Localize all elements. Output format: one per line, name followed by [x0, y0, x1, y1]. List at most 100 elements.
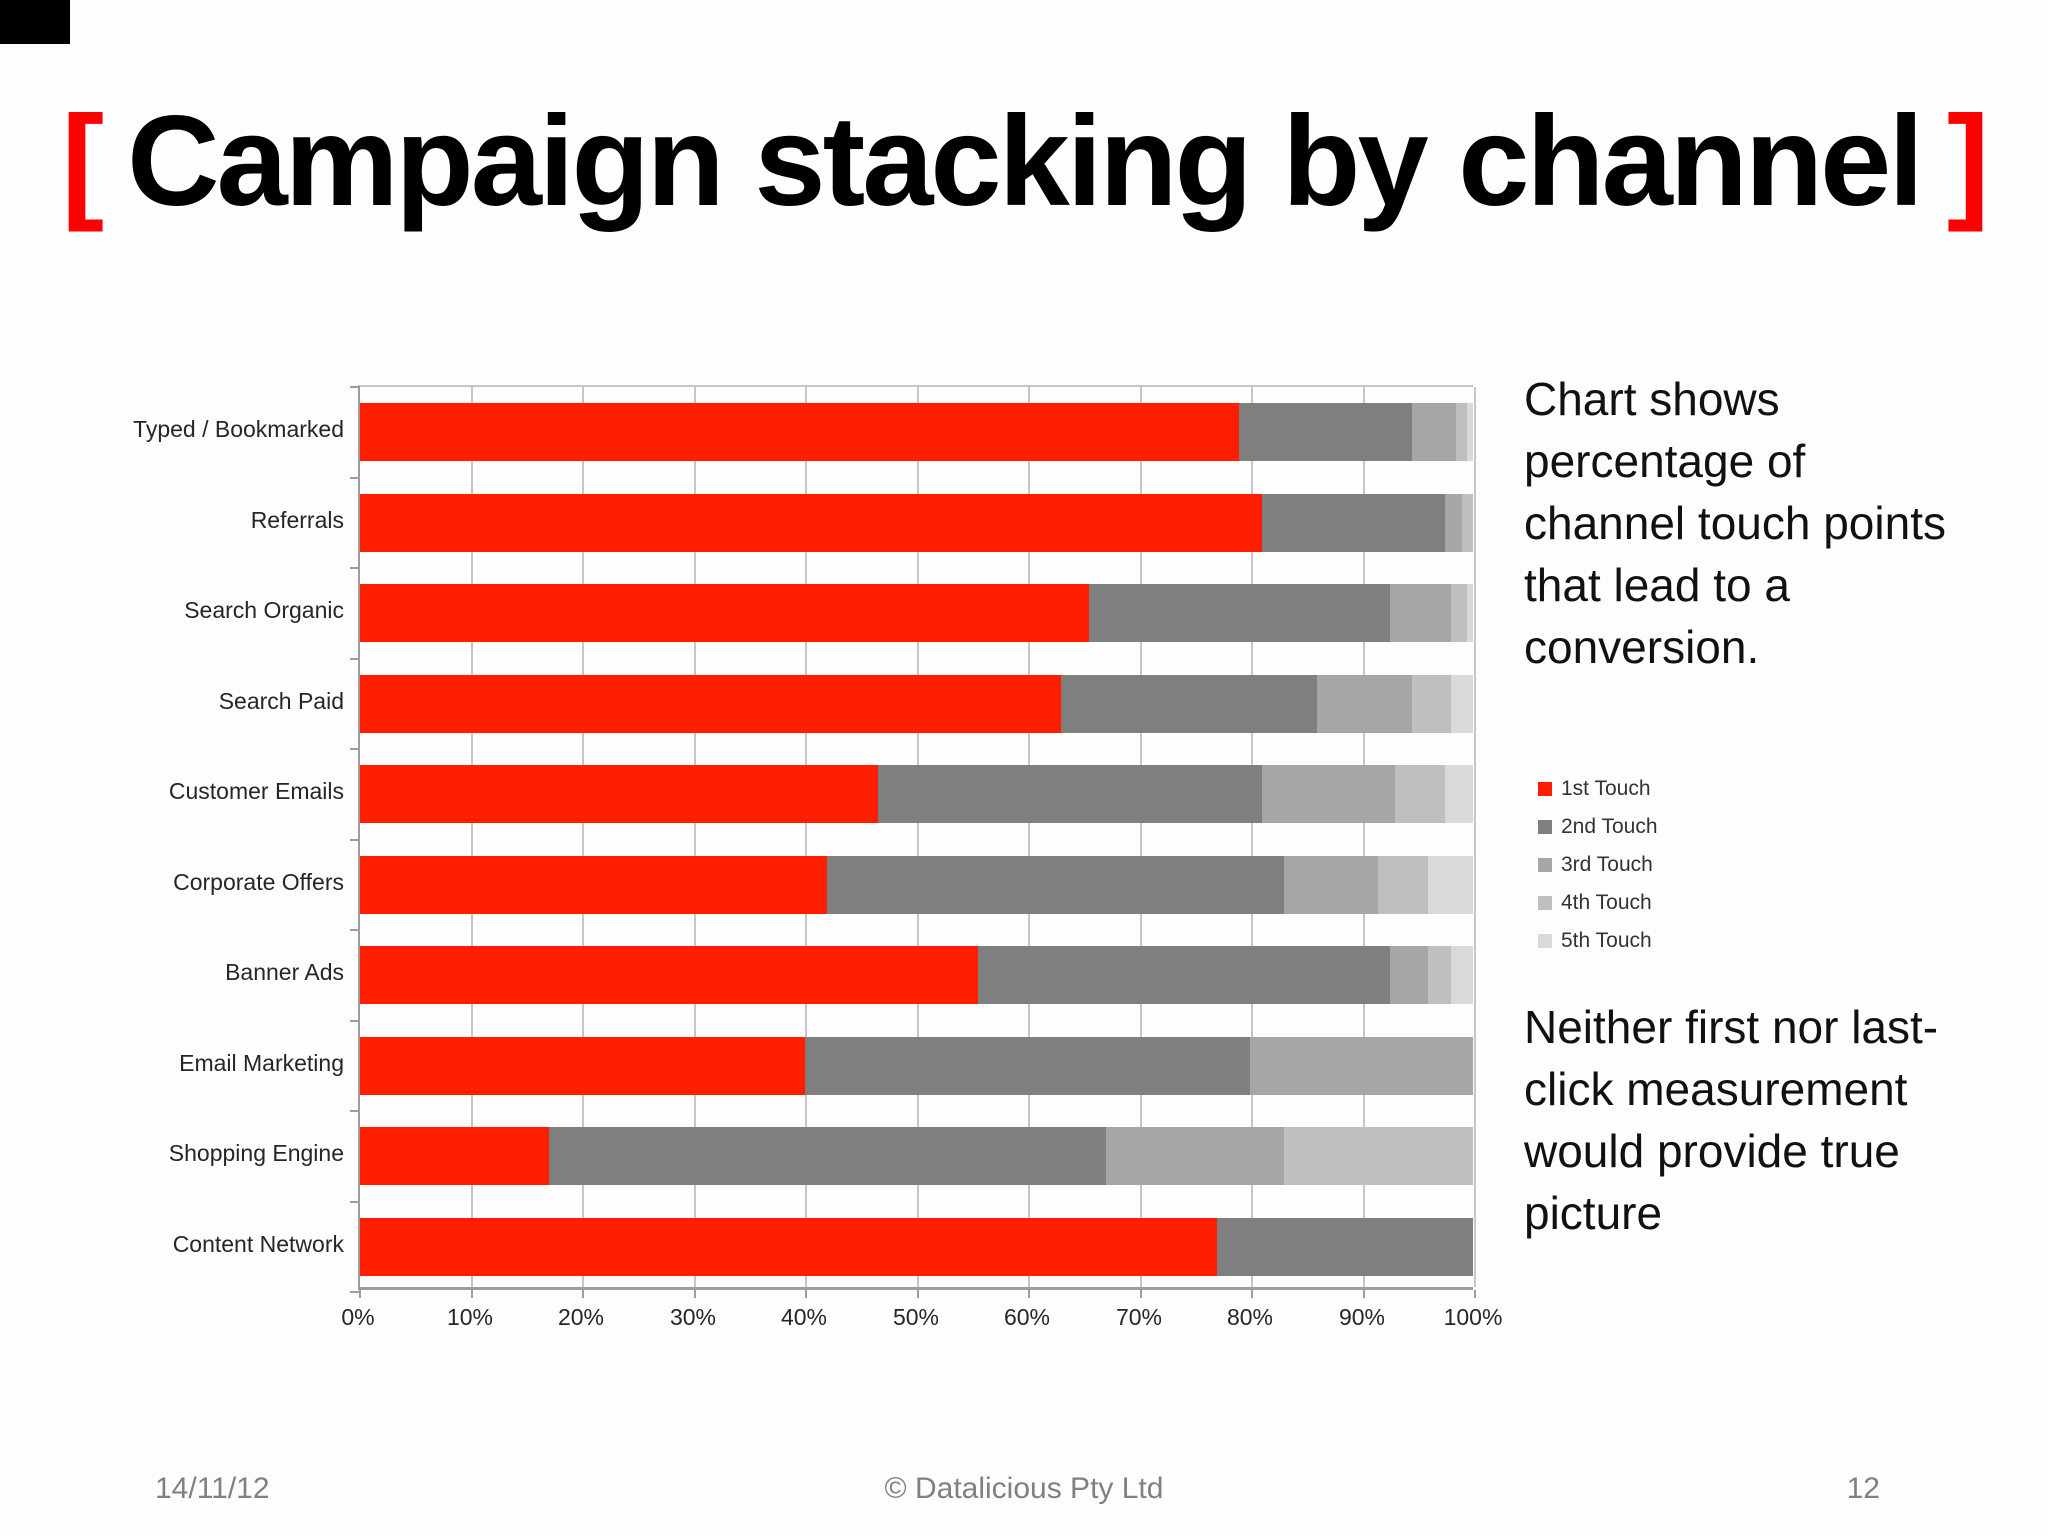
bar-segment-3rd-touch: [1389, 584, 1451, 642]
bar-segment-1st-touch: [360, 1218, 1217, 1276]
top-left-corner-artifact: [0, 0, 70, 44]
footer-date: 14/11/12: [155, 1472, 270, 1505]
percent-tick-label: 90%: [1338, 1304, 1386, 1330]
legend-swatch: [1538, 934, 1552, 948]
bar-segment-5th-touch: [1450, 675, 1473, 733]
bar-segment-4th-touch: [1450, 584, 1468, 642]
x-axis-tick: [693, 1290, 696, 1298]
footer: 14/11/12 © Datalicious Pty Ltd 12: [0, 1472, 2048, 1516]
gridline: [805, 387, 807, 1287]
x-axis-tick: [1474, 1290, 1476, 1298]
bar-segment-1st-touch: [360, 584, 1089, 642]
legend-swatch: [1538, 782, 1552, 796]
percent-tick-label: 10%: [446, 1304, 494, 1330]
y-axis-tick: [350, 1291, 360, 1293]
gridline: [693, 387, 696, 1287]
gridline: [916, 387, 919, 1287]
gridline: [1251, 387, 1253, 1287]
bar-segment-2nd-touch: [1217, 1218, 1473, 1276]
bar-segment-5th-touch: [1450, 946, 1473, 1004]
category-label: Banner Ads: [225, 959, 344, 985]
bar-segment-1st-touch: [360, 1127, 550, 1185]
bar-segment-1st-touch: [360, 765, 878, 823]
bar-segment-4th-touch: [1411, 675, 1451, 733]
bar-row: [360, 494, 1473, 552]
plot-area: [350, 385, 1476, 1298]
bar-segment-3rd-touch: [1250, 1037, 1473, 1095]
title-close-bracket: ]: [1946, 90, 1990, 233]
y-axis-tick: [350, 567, 360, 569]
category-label: Corporate Offers: [173, 869, 344, 895]
gridline: [1028, 387, 1030, 1287]
x-axis-tick: [805, 1290, 807, 1298]
category-label: Search Paid: [218, 688, 344, 714]
bar-segment-5th-touch: [1467, 584, 1473, 642]
bar-row: [360, 1218, 1473, 1276]
percent-tick-label: 20%: [557, 1304, 605, 1330]
x-axis-tick: [359, 1290, 361, 1298]
bar-segment-2nd-touch: [1239, 403, 1412, 461]
legend-label: 1st Touch: [1561, 777, 1651, 800]
bar-segment-1st-touch: [360, 403, 1240, 461]
bar-segment-1st-touch: [360, 946, 978, 1004]
annotation-bottom: Neither first nor last-click measurement…: [1524, 1001, 1939, 1239]
annotation-top: Chart shows percentage of channel touch …: [1524, 373, 1946, 673]
bar-segment-4th-touch: [1461, 494, 1473, 552]
gridline: [470, 387, 473, 1287]
y-axis-tick: [350, 477, 360, 479]
legend-label: 4th Touch: [1561, 891, 1652, 914]
bar-segment-3rd-touch: [1283, 856, 1379, 914]
gridline: [582, 387, 584, 1287]
bar-segment-3rd-touch: [1317, 675, 1412, 733]
x-axis-tick: [1362, 1290, 1365, 1298]
bar-segment-5th-touch: [1428, 856, 1473, 914]
bar-segment-2nd-touch: [977, 946, 1390, 1004]
legend-swatch: [1538, 896, 1552, 910]
y-axis-tick: [350, 929, 360, 931]
bar-row: [360, 1037, 1473, 1095]
bar-segment-2nd-touch: [877, 765, 1262, 823]
bar-row: [360, 946, 1473, 1004]
category-label: Shopping Engine: [168, 1140, 344, 1166]
legend-swatch: [1538, 820, 1552, 834]
bar-segment-5th-touch: [1445, 765, 1473, 823]
legend-item: 1st Touch: [1538, 770, 1658, 808]
bar-row: [360, 856, 1473, 914]
gridline: [1474, 387, 1476, 1287]
legend-item: 5th Touch: [1538, 922, 1658, 960]
y-axis-tick: [350, 839, 360, 841]
x-axis-tick: [1251, 1290, 1253, 1298]
percent-tick-label: 80%: [1226, 1304, 1274, 1330]
bar-segment-3rd-touch: [1105, 1127, 1284, 1185]
bar-row: [360, 1127, 1473, 1185]
y-axis-tick: [350, 748, 360, 750]
bar-segment-5th-touch: [1467, 403, 1473, 461]
category-label: Typed / Bookmarked: [133, 416, 344, 442]
title-open-bracket: [: [61, 90, 104, 233]
bar-segment-4th-touch: [1395, 765, 1446, 823]
bar-segment-2nd-touch: [805, 1037, 1251, 1095]
legend-item: 3rd Touch: [1538, 846, 1658, 884]
bar-segment-4th-touch: [1378, 856, 1429, 914]
percent-tick-label: 50%: [892, 1304, 940, 1330]
y-axis-tick: [350, 1110, 360, 1112]
category-label: Referrals: [250, 507, 344, 533]
bar-segment-3rd-touch: [1411, 403, 1457, 461]
bar-segment-1st-touch: [360, 856, 828, 914]
bar-segment-2nd-touch: [549, 1127, 1106, 1185]
category-label: Email Marketing: [179, 1050, 344, 1076]
x-axis-tick: [1139, 1290, 1142, 1298]
bar-segment-2nd-touch: [1089, 584, 1390, 642]
bar-segment-2nd-touch: [1061, 675, 1318, 733]
title-text: Campaign stacking by channel: [127, 90, 1924, 233]
bar-segment-4th-touch: [1456, 403, 1468, 461]
y-axis-tick: [350, 1201, 360, 1203]
percent-tick-label: 0%: [341, 1304, 375, 1330]
category-label: Search Organic: [184, 597, 344, 623]
bar-segment-2nd-touch: [1261, 494, 1446, 552]
bar-segment-3rd-touch: [1389, 946, 1429, 1004]
percent-tick-label: 100%: [1443, 1304, 1503, 1330]
bar-segment-2nd-touch: [827, 856, 1284, 914]
legend-swatch: [1538, 858, 1552, 872]
